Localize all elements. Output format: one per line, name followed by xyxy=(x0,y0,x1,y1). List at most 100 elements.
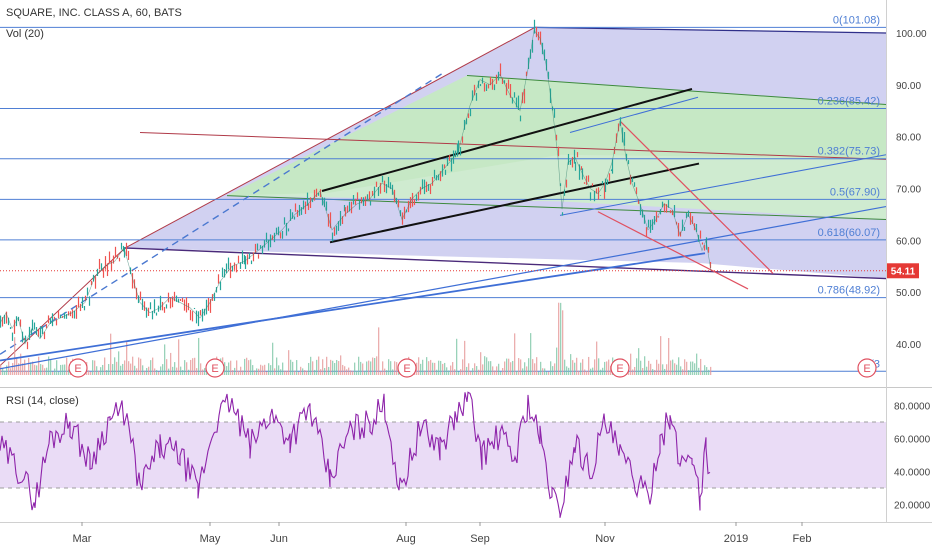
volume-bar xyxy=(474,363,476,375)
volume-bar xyxy=(328,366,330,375)
volume-bar xyxy=(166,359,168,375)
volume-bar xyxy=(546,371,548,375)
volume-bar xyxy=(670,360,672,375)
volume-bar xyxy=(570,354,572,375)
rsi-band-fill xyxy=(0,422,886,488)
volume-bar xyxy=(148,366,150,375)
volume-bar xyxy=(104,357,106,375)
volume-bar xyxy=(630,353,632,375)
volume-bar xyxy=(188,369,190,375)
volume-bar xyxy=(572,360,574,375)
volume-bar xyxy=(56,360,58,375)
volume-bar xyxy=(354,362,356,375)
volume-bar xyxy=(246,357,248,375)
volume-bar xyxy=(490,361,492,375)
volume-bar xyxy=(196,368,198,375)
volume-bar xyxy=(566,366,568,375)
volume-bar xyxy=(28,357,30,375)
rsi-tick-label: 40.0000 xyxy=(894,468,931,479)
volume-bar xyxy=(640,360,642,375)
volume-bar xyxy=(436,369,438,375)
volume-bar xyxy=(458,371,460,375)
volume-bar xyxy=(700,358,702,375)
volume-bar xyxy=(256,368,258,375)
volume-bar xyxy=(324,368,326,375)
volume-bar xyxy=(112,364,114,375)
volume-bar xyxy=(32,361,34,375)
volume-bar xyxy=(582,359,584,375)
volume-bar xyxy=(492,366,494,375)
volume-bar xyxy=(524,362,526,375)
volume-bar xyxy=(548,371,550,375)
volume-bar xyxy=(46,367,48,375)
fib-level-label: 0.382(75.73) xyxy=(818,146,880,158)
volume-bar xyxy=(170,352,172,375)
volume-bar xyxy=(638,348,640,375)
volume-bar xyxy=(110,333,112,375)
volume-bar xyxy=(686,361,688,375)
volume-bar xyxy=(42,364,44,375)
price-axis[interactable]: 40.00 50.00 60.00 70.00 80.00 90.00 100.00 xyxy=(896,29,927,351)
volume-bar xyxy=(182,370,184,375)
rsi-label: RSI (14, close) xyxy=(6,395,79,407)
volume-bar xyxy=(176,367,178,375)
volume-bar xyxy=(68,369,70,375)
volume-bar xyxy=(26,370,28,375)
volume-bar xyxy=(240,366,242,375)
time-tick-label: May xyxy=(200,533,221,545)
volume-bar xyxy=(248,360,250,375)
volume-bar xyxy=(478,369,480,375)
volume-bar xyxy=(456,338,458,375)
volume-bar xyxy=(320,369,322,375)
volume-bar xyxy=(460,369,462,375)
volume-bar xyxy=(352,370,354,375)
volume-bar xyxy=(244,358,246,375)
red-wedge-top xyxy=(619,120,774,274)
price-tick-label: 50.00 xyxy=(896,288,921,299)
volume-bar xyxy=(326,356,328,375)
price-tick-label: 70.00 xyxy=(896,184,921,195)
volume-bar xyxy=(290,359,292,375)
volume-bar xyxy=(342,364,344,375)
volume-bar xyxy=(420,363,422,375)
volume-bar xyxy=(486,357,488,375)
volume-bar xyxy=(688,370,690,375)
volume-bar xyxy=(586,370,588,375)
earnings-marker: E xyxy=(397,358,417,378)
volume-bar xyxy=(534,363,536,375)
time-axis[interactable]: Mar May Jun Aug Sep Nov 2019 Feb xyxy=(73,522,812,545)
volume-bar xyxy=(482,364,484,375)
volume-bar xyxy=(306,370,308,375)
rsi-series xyxy=(0,391,886,518)
volume-bar xyxy=(356,370,358,375)
volume-bar xyxy=(100,367,102,375)
volume-bar xyxy=(140,358,142,375)
rsi-pane[interactable] xyxy=(0,391,886,518)
rsi-tick-label: 60.0000 xyxy=(894,435,931,446)
volume-bar xyxy=(426,357,428,375)
volume-bar xyxy=(8,361,10,375)
volume-bar xyxy=(318,356,320,375)
volume-bar xyxy=(560,302,562,375)
volume-label: Vol (20) xyxy=(6,28,44,40)
volume-bar xyxy=(300,366,302,375)
volume-bar xyxy=(466,366,468,375)
volume-bar xyxy=(642,368,644,375)
volume-bar xyxy=(194,357,196,375)
price-pane[interactable]: 0(101.08) 0.236(85.42) 0.382(75.73) 0.5(67.… xyxy=(0,14,886,378)
volume-bar xyxy=(52,371,54,375)
volume-bar xyxy=(158,371,160,375)
volume-bar xyxy=(296,360,298,375)
volume-bar xyxy=(262,365,264,375)
price-tick-label: 90.00 xyxy=(896,81,921,92)
fib-level-label: 0.786(48.92) xyxy=(818,285,880,297)
rsi-axis[interactable]: 20.0000 40.0000 60.0000 80.0000 xyxy=(894,402,931,512)
dashed-trend-line xyxy=(0,71,446,355)
volume-bar xyxy=(654,369,656,375)
volume-bar xyxy=(574,362,576,375)
rsi-line xyxy=(0,391,711,518)
volume-bar xyxy=(202,369,204,375)
volume-bar xyxy=(448,370,450,375)
